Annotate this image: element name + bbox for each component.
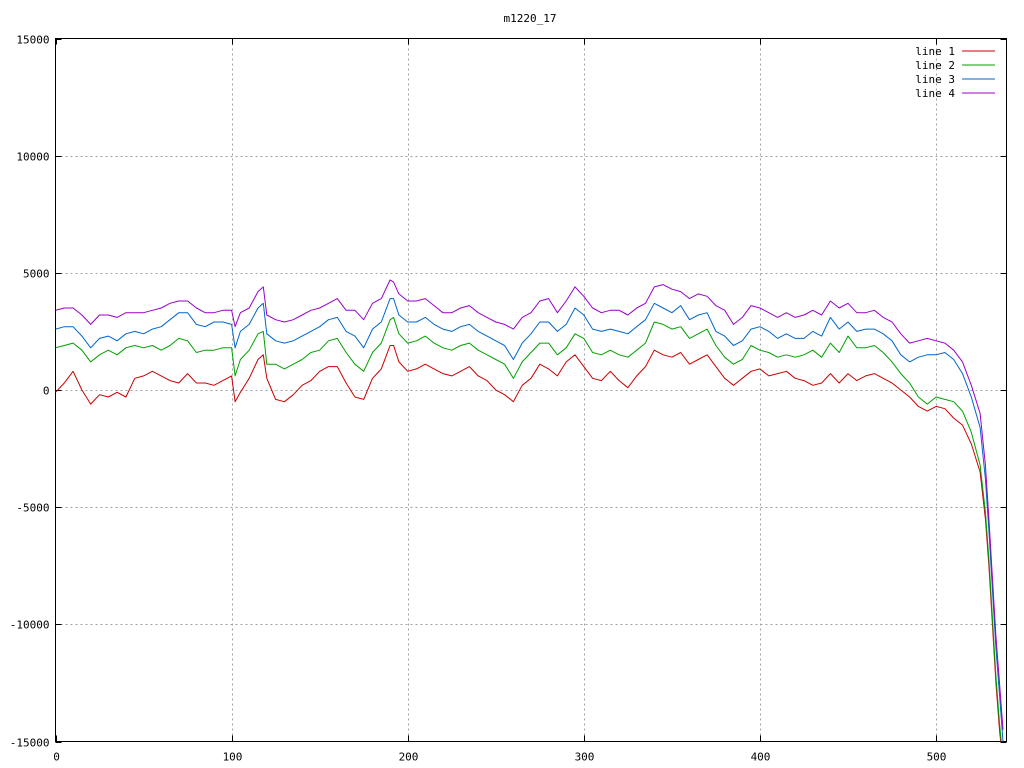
legend-label: line 2 xyxy=(915,59,955,72)
y-tick-label: 0 xyxy=(43,385,50,398)
legend-label: line 4 xyxy=(915,87,955,100)
x-tick-label: 300 xyxy=(575,751,595,764)
y-tick-label: -10000 xyxy=(10,619,50,632)
x-tick-label: 100 xyxy=(223,751,243,764)
series-line-1 xyxy=(55,345,1002,742)
grid-lines xyxy=(55,38,1007,742)
chart-title: m1220_17 xyxy=(504,12,557,25)
legend-label: line 1 xyxy=(915,45,955,58)
series-line-4 xyxy=(55,279,1004,730)
y-tick-label: 15000 xyxy=(16,34,49,47)
x-tick-label: 0 xyxy=(53,751,60,764)
legend-label: line 3 xyxy=(915,73,955,86)
y-tick-label: 10000 xyxy=(16,151,49,164)
x-tick-label: 500 xyxy=(927,751,947,764)
series-line-3 xyxy=(55,298,1004,742)
axis-ticks: 0 100 200 300 400 500 -15000 -10000 -5000 0 5000 10… xyxy=(10,34,1007,764)
x-tick-label: 200 xyxy=(399,751,419,764)
x-tick-label: 400 xyxy=(751,751,771,764)
y-tick-label: -5000 xyxy=(16,502,49,515)
y-tick-label: -15000 xyxy=(10,737,50,750)
series-line-2 xyxy=(55,316,1002,742)
series-lines xyxy=(55,279,1004,742)
y-tick-label: 5000 xyxy=(23,268,50,281)
